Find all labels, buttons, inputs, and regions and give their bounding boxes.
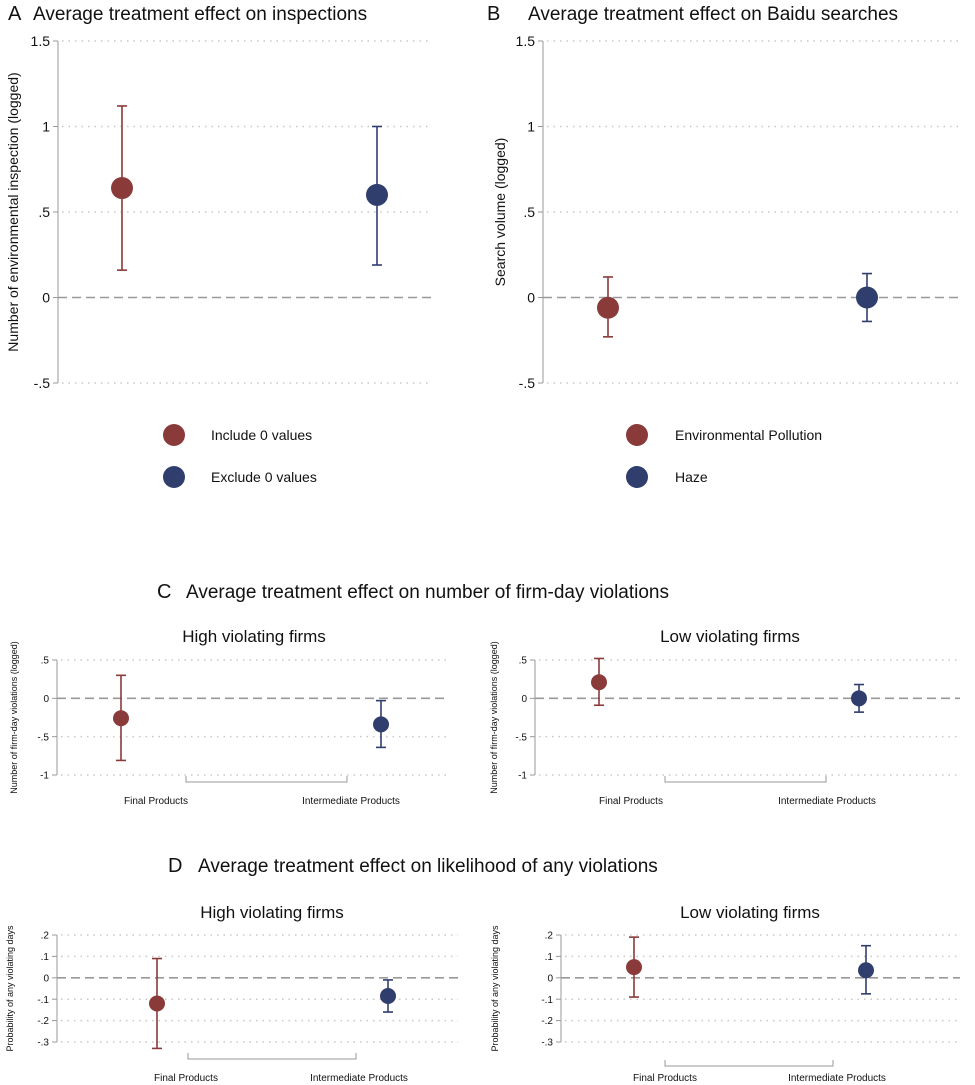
panel-c-sub2-tick-label: -1: [518, 771, 527, 782]
panel-c-sub1-category-label-1: Final Products: [124, 796, 188, 807]
panel-c-sub2-category-label-1: Final Products: [599, 796, 663, 807]
panel-c-sub1-point-2: [373, 716, 389, 733]
panel-d-sub1-ylabel: Probability of any violating days: [5, 925, 15, 1052]
panel-c-sub1-tick-label: -.5: [37, 732, 49, 743]
panel-b-legend-label-2: Haze: [675, 469, 708, 485]
panel-c-title: Average treatment effect on number of fi…: [186, 582, 669, 603]
panel-a-tick-label: 1.5: [31, 33, 51, 49]
panel-c-sub1-tick-label: -1: [40, 771, 49, 782]
panel-d-sub1-category-label-1: Final Products: [154, 1073, 218, 1084]
panel-b-tick-label: 1.5: [516, 33, 536, 49]
panel-c-sub2-subtitle: Low violating firms: [660, 627, 800, 646]
panel-a-letter: A: [8, 3, 22, 25]
panel-d-sub1-tick-label: -.3: [37, 1038, 49, 1049]
panel-d-sub2-tick-label: .2: [545, 931, 554, 942]
panel-c-letter: C: [157, 581, 171, 603]
panel-d-sub2-point-1: [626, 959, 642, 976]
panel-a-point-1: [111, 177, 133, 200]
panel-d-sub1-point-1: [149, 995, 165, 1012]
panel-d-sub1-point-2: [380, 987, 396, 1004]
panel-d-sub2-tick-label: -.2: [541, 1016, 553, 1027]
panel-a-tick-label: 0: [42, 290, 50, 306]
panel-d-sub2-ylabel: Probability of any violating days: [490, 925, 500, 1052]
panel-b-legend-marker-2: [626, 466, 648, 488]
panel-d-sub1-category-label-2: Intermediate Products: [310, 1073, 408, 1084]
panel-d-sub1-tick-label: .1: [41, 952, 50, 963]
panel-c-sub2-x-bracket: [664, 776, 827, 783]
panel-d-sub2-point-2: [858, 962, 874, 979]
panel-d-title: Average treatment effect on likelihood o…: [198, 856, 658, 877]
panel-c-sub1-category-label-2: Intermediate Products: [302, 796, 400, 807]
panel-d-sub1-tick-label: -.2: [37, 1016, 49, 1027]
panel-b-title: Average treatment effect on Baidu search…: [528, 4, 898, 25]
panel-c-sub2-tick-label: .5: [519, 656, 528, 667]
panel-a-tick-label: -.5: [34, 375, 51, 391]
panel-d-sub2-x-bracket: [664, 1060, 834, 1067]
panel-c-sub1-x-bracket: [185, 776, 348, 783]
panel-d-sub2-tick-label: 0: [547, 973, 553, 984]
panel-a-point-2: [366, 183, 388, 206]
panel-b-ylabel: Search volume (logged): [492, 138, 508, 287]
panel-a-title: Average treatment effect on inspections: [33, 4, 367, 25]
panel-d-sub1-subtitle: High violating firms: [200, 903, 344, 922]
panel-a-legend-marker-2: [163, 466, 185, 488]
panel-d-sub2-tick-label: -.3: [541, 1038, 553, 1049]
panel-b-legend-label-1: Environmental Pollution: [675, 427, 822, 443]
panel-a-ylabel: Number of environmental inspection (logg…: [5, 72, 21, 351]
panel-b-tick-label: -.5: [519, 375, 536, 391]
panel-d-sub1-x-bracket: [187, 1053, 357, 1060]
panel-d-sub2-tick-label: -.1: [541, 995, 553, 1006]
panel-b-letter: B: [487, 3, 500, 25]
panel-c-sub2-tick-label: -.5: [515, 732, 527, 743]
panel-a-legend-label-2: Exclude 0 values: [211, 469, 317, 485]
panel-d-sub2-subtitle: Low violating firms: [680, 903, 820, 922]
panel-c-sub2-category-label-2: Intermediate Products: [778, 796, 876, 807]
panel-d-sub2-category-label-1: Final Products: [633, 1073, 697, 1084]
panel-c-sub1-point-1: [113, 710, 129, 727]
panel-d-sub1-tick-label: 0: [43, 973, 49, 984]
panel-b-point-1: [597, 296, 619, 319]
panel-c-sub2-ylabel: Number of firm-day violations (logged): [489, 641, 499, 794]
panel-c-sub1-ylabel: Number of firm-day violations (logged): [9, 641, 19, 794]
panel-b-legend-marker-1: [626, 424, 648, 446]
panel-d-sub1-tick-label: .2: [41, 931, 50, 942]
panel-c-sub1-subtitle: High violating firms: [182, 627, 326, 646]
panel-a-tick-label: .5: [38, 204, 50, 220]
panel-b-point-2: [856, 286, 878, 309]
panel-d-sub2-category-label-2: Intermediate Products: [788, 1073, 886, 1084]
panel-b-tick-label: 1: [527, 119, 535, 135]
panel-c-sub2-point-2: [851, 690, 867, 707]
panel-b-tick-label: 0: [527, 290, 535, 306]
panel-b-tick-label: .5: [523, 204, 535, 220]
panel-c-sub1-tick-label: .5: [41, 656, 50, 667]
panel-d-letter: D: [168, 855, 182, 877]
panel-a-legend-label-1: Include 0 values: [211, 427, 312, 443]
panel-c-sub2-tick-label: 0: [521, 694, 527, 705]
panel-d-sub2-tick-label: .1: [545, 952, 554, 963]
panel-c-sub1-tick-label: 0: [43, 694, 49, 705]
panel-a-legend-marker-1: [163, 424, 185, 446]
panel-d-sub1-tick-label: -.1: [37, 995, 49, 1006]
panel-a-tick-label: 1: [42, 119, 50, 135]
panel-c-sub2-point-1: [591, 674, 607, 691]
